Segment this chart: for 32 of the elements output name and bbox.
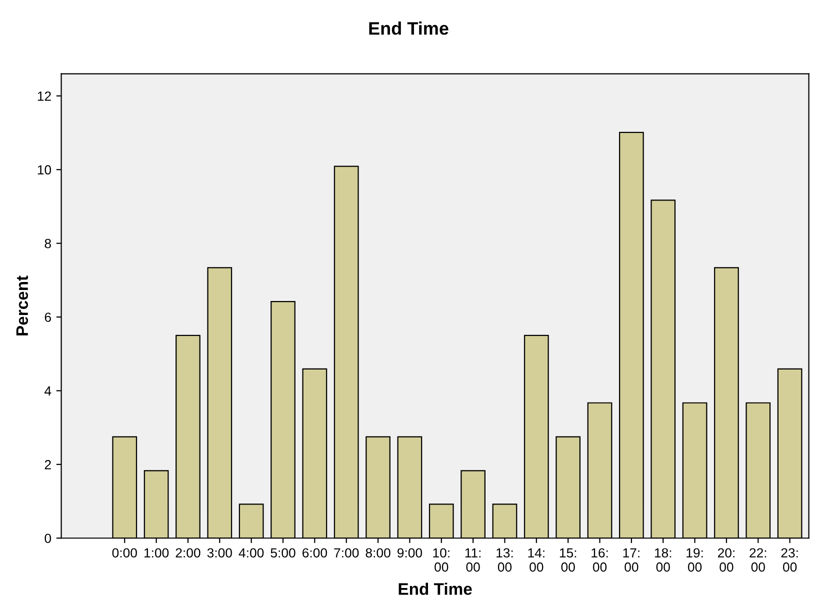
y-tick-label: 8 xyxy=(44,238,51,248)
chart-title: End Time xyxy=(369,22,448,35)
x-tick-label: 15:00 xyxy=(560,548,576,572)
x-tick-label: 9:00 xyxy=(397,548,422,558)
x-tick-label: 3:00 xyxy=(207,548,232,558)
x-tick-label: 22:00 xyxy=(750,548,766,572)
y-tick-label: 10 xyxy=(38,165,52,175)
x-tick-label: 1:00 xyxy=(144,548,169,558)
x-tick-label: 17:00 xyxy=(623,548,640,572)
x-tick-label: 18:00 xyxy=(654,548,672,572)
x-tick-label: 8:00 xyxy=(366,548,390,558)
x-tick-label: 2:00 xyxy=(176,548,200,558)
y-tick-label: 6 xyxy=(44,312,51,322)
y-tick-label: 4 xyxy=(44,386,52,396)
x-tick-label: 0:00 xyxy=(112,548,137,558)
x-tick-label: 23:00 xyxy=(781,548,798,572)
y-tick-label: 2 xyxy=(44,460,51,470)
x-tick-label: 6:00 xyxy=(302,548,328,558)
x-tick-label: 13:00 xyxy=(496,548,513,572)
x-tick-label: 5:00 xyxy=(270,548,296,558)
x-tick-label: 10:00 xyxy=(433,548,450,572)
x-tick-label: 7:00 xyxy=(334,548,359,558)
x-tick-label: 19:00 xyxy=(686,548,703,572)
x-axis-title: End Time xyxy=(398,582,472,595)
x-tick-label: 14:00 xyxy=(528,548,544,572)
x-tick-label: 16:00 xyxy=(592,548,608,572)
x-tick-label: 4:00 xyxy=(238,548,264,558)
y-tick-label: 12 xyxy=(38,91,51,101)
y-tick-label: 0 xyxy=(44,534,52,544)
y-axis-title: Percent xyxy=(16,276,28,336)
x-tick-label: 20:00 xyxy=(718,548,734,572)
x-tick-label: 11:00 xyxy=(465,548,481,572)
